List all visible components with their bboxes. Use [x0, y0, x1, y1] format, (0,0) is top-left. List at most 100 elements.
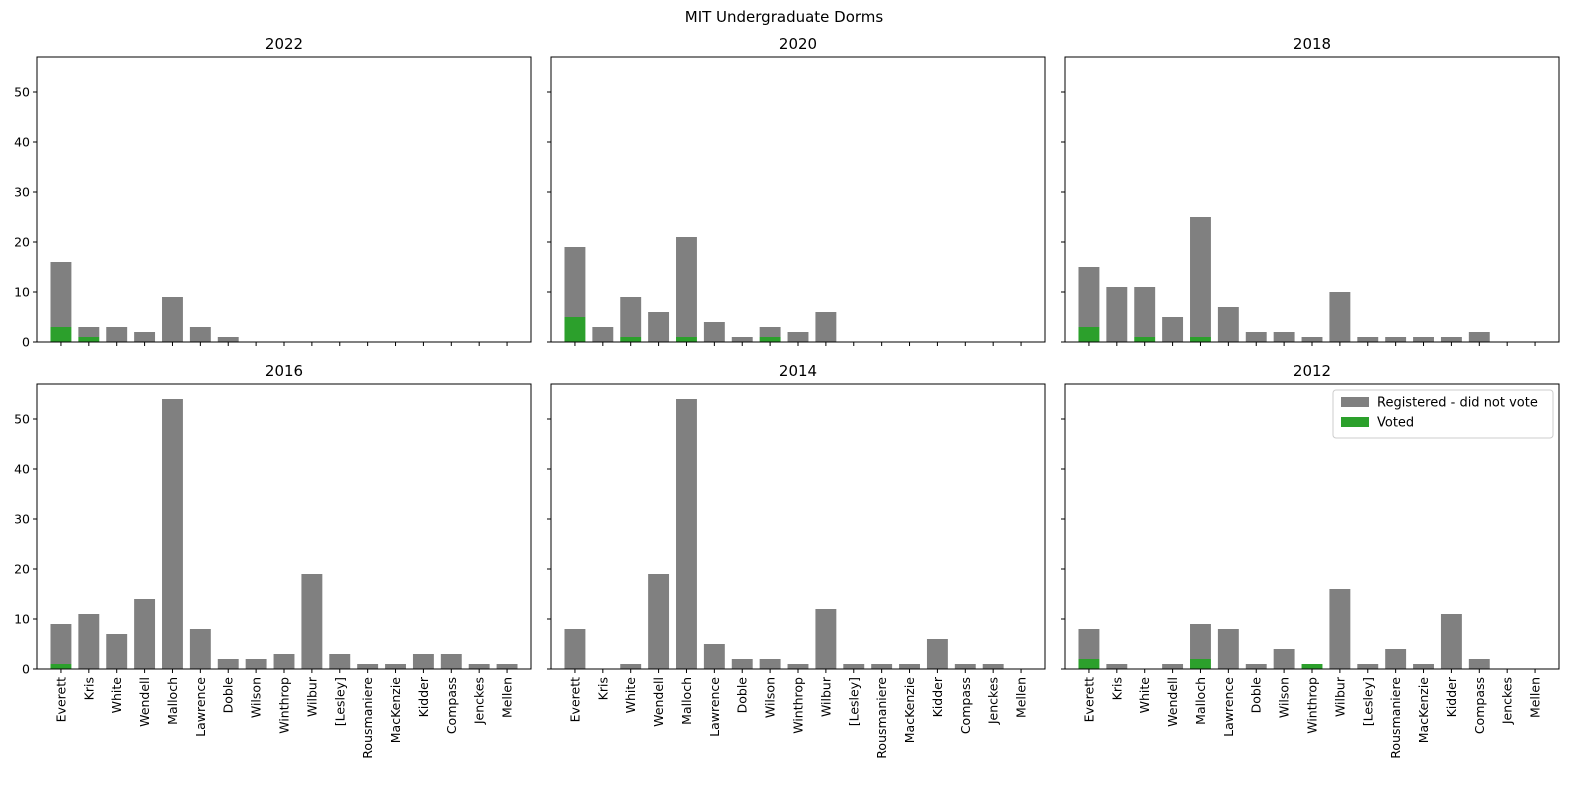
x-tick-label: Kidder: [930, 676, 945, 717]
bar-registered-Rousmaniere: [1385, 337, 1407, 342]
bar-registered-Lawrence: [189, 327, 211, 342]
legend-swatch: [1341, 417, 1369, 427]
bar-registered-[Lesley]: [1357, 664, 1379, 669]
x-tick-label: Mellen: [1528, 677, 1543, 718]
bar-registered-Lawrence: [703, 322, 725, 342]
bar-registered-Lawrence: [189, 629, 211, 669]
bar-registered-White: [620, 297, 642, 337]
bar-registered-Doble: [731, 337, 753, 342]
subplot-title: 2014: [779, 362, 817, 380]
bar-registered-Lawrence: [703, 644, 725, 669]
bar-registered-Jenckes: [982, 664, 1004, 669]
x-tick-label: Rousmaniere: [1388, 677, 1403, 759]
bar-registered-Everett: [564, 247, 586, 317]
bar-registered-Malloch: [1190, 624, 1211, 659]
bar-voted-Everett: [1078, 659, 1100, 669]
bar-registered-Lawrence: [1217, 629, 1239, 669]
x-tick-label: White: [109, 677, 124, 714]
bar-voted-Everett: [564, 317, 586, 342]
y-tick-label: 40: [14, 135, 30, 150]
x-tick-label: Compass: [958, 677, 973, 734]
x-tick-label: Lawrence: [193, 677, 208, 737]
x-tick-label: Wendell: [1165, 677, 1180, 727]
legend-label: Voted: [1377, 416, 1414, 431]
x-tick-label: Malloch: [165, 677, 180, 725]
x-tick-label: Jenckes: [472, 677, 487, 725]
bar-registered-Malloch: [1190, 217, 1211, 337]
subplot-title: 2022: [265, 35, 303, 53]
bar-registered-Compass: [440, 654, 462, 669]
bar-registered-Wendell: [1162, 664, 1184, 669]
x-tick-label: Rousmaniere: [360, 677, 375, 759]
subplot-title: 2012: [1293, 362, 1331, 380]
bar-registered-[Lesley]: [329, 654, 351, 669]
x-tick-label: Wilson: [763, 677, 778, 718]
bar-registered-Everett: [1078, 267, 1100, 327]
x-tick-label: Wilbur: [304, 676, 319, 717]
x-tick-label: Jenckes: [1500, 677, 1515, 725]
bar-registered-Wilbur: [301, 574, 323, 669]
bar-registered-Wilson: [759, 327, 781, 337]
bar-voted-White: [620, 337, 642, 342]
bar-registered-Kidder: [412, 654, 434, 669]
bar-voted-Malloch: [1190, 659, 1211, 669]
y-tick-label: 40: [14, 462, 30, 477]
x-tick-label: Everett: [567, 677, 582, 722]
subplot-2014: 2014 Everett Kris White Wendell Malloch Lawren…: [547, 362, 1046, 759]
bar-registered-Kris: [78, 327, 100, 337]
figure-title: MIT Undergraduate Dorms: [685, 8, 884, 26]
x-tick-label: Wilbur: [818, 676, 833, 717]
bar-registered-Kris: [1106, 664, 1128, 669]
bar-registered-Malloch: [162, 399, 183, 669]
bar-registered-MacKenzie: [899, 664, 920, 669]
bar-registered-Kidder: [1440, 614, 1462, 669]
bar-registered-Winthrop: [787, 664, 809, 669]
bar-registered-Wendell: [134, 332, 156, 342]
bar-voted-Wilson: [759, 337, 781, 342]
bar-registered-Wilson: [1273, 332, 1295, 342]
bar-registered-Winthrop: [787, 332, 809, 342]
bar-registered-Kidder: [926, 639, 948, 669]
x-tick-label: Doble: [735, 677, 750, 714]
bar-registered-Winthrop: [273, 654, 295, 669]
bar-registered-[Lesley]: [1357, 337, 1379, 342]
bar-registered-Wilbur: [815, 609, 837, 669]
x-tick-label: Winthrop: [1305, 677, 1320, 734]
bar-registered-Everett: [564, 629, 586, 669]
bar-registered-Everett: [50, 624, 72, 664]
y-tick-label: 0: [22, 662, 30, 677]
bar-registered-MacKenzie: [1413, 664, 1434, 669]
x-tick-label: Lawrence: [707, 677, 722, 737]
bar-registered-White: [1134, 287, 1156, 337]
bar-registered-Wilson: [1273, 649, 1295, 669]
y-tick-label: 10: [14, 285, 30, 300]
bar-registered-Wilbur: [1329, 292, 1351, 342]
bar-registered-Wilbur: [1329, 589, 1351, 669]
bar-registered-Compass: [1468, 659, 1490, 669]
bar-registered-Malloch: [676, 237, 697, 337]
x-tick-label: Everett: [53, 677, 68, 722]
y-tick-label: 0: [22, 335, 30, 350]
bar-registered-Kris: [78, 614, 100, 669]
bar-voted-White: [1134, 337, 1156, 342]
bar-registered-White: [620, 664, 642, 669]
x-tick-label: White: [623, 677, 638, 714]
bar-registered-MacKenzie: [1413, 337, 1434, 342]
subplot-title: 2016: [265, 362, 303, 380]
bar-registered-Wilson: [245, 659, 267, 669]
bar-registered-[Lesley]: [843, 664, 865, 669]
bar-registered-Kris: [592, 327, 614, 342]
x-tick-label: Wendell: [651, 677, 666, 727]
bar-registered-Wilson: [759, 659, 781, 669]
x-tick-label: Rousmaniere: [874, 677, 889, 759]
x-tick-label: Wilbur: [1332, 676, 1347, 717]
x-tick-label: Kidder: [416, 676, 431, 717]
y-tick-label: 20: [14, 235, 30, 250]
bar-voted-Malloch: [1190, 337, 1211, 342]
x-tick-label: Kris: [595, 677, 610, 700]
x-tick-label: Doble: [221, 677, 236, 714]
x-tick-label: Mellen: [500, 677, 515, 718]
legend-swatch: [1341, 397, 1369, 407]
x-tick-label: Compass: [444, 677, 459, 734]
